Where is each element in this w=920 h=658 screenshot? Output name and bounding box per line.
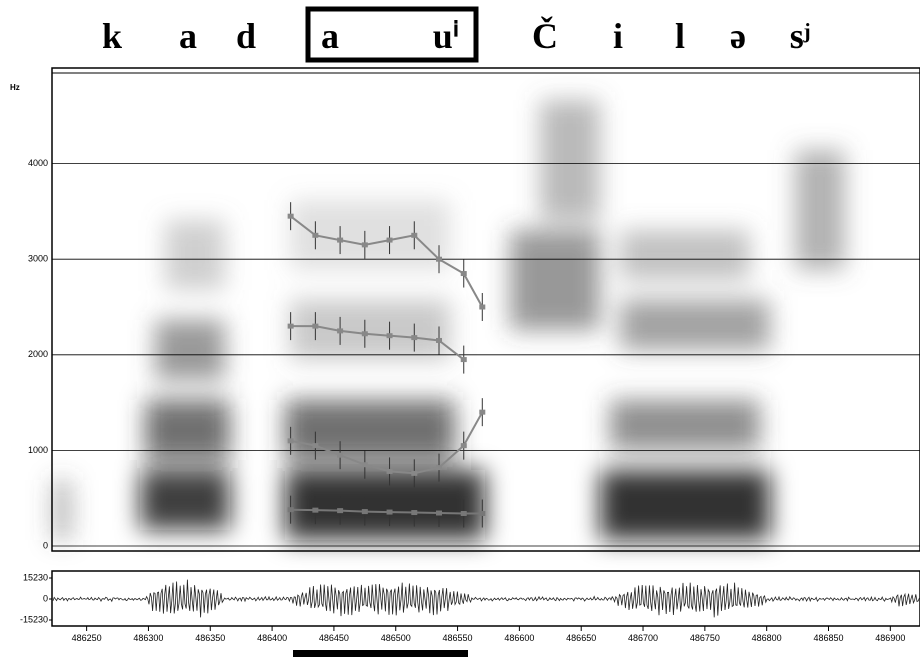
- formant-point: [411, 470, 418, 476]
- formant-point: [361, 462, 368, 468]
- y-tick-label: 3000: [28, 254, 48, 264]
- formant-point: [460, 510, 467, 516]
- waveform: [52, 579, 920, 618]
- y-tick-label: 4000: [28, 158, 48, 168]
- formant-point: [337, 237, 344, 243]
- formant-point: [436, 256, 443, 262]
- formant-point: [361, 331, 368, 337]
- formant-point: [386, 468, 393, 474]
- formant-point: [460, 443, 467, 449]
- y-tick-label: 1000: [28, 445, 48, 455]
- segment-label: i: [613, 16, 623, 56]
- x-tick-label: 486250: [72, 633, 102, 643]
- x-tick-label: 486900: [875, 633, 905, 643]
- x-tick-label: 486700: [628, 633, 658, 643]
- segment-label: d: [236, 16, 256, 56]
- formant-point: [436, 465, 443, 471]
- segment-label: sʲ: [790, 16, 811, 56]
- formant-point: [361, 242, 368, 248]
- formant-point: [337, 508, 344, 514]
- formant-point: [312, 323, 319, 329]
- segment-label: a: [179, 16, 197, 56]
- formant-point: [337, 452, 344, 458]
- segment-box: [305, 6, 479, 63]
- formant-point: [386, 333, 393, 339]
- formant-point: [386, 509, 393, 515]
- formant-point: [337, 328, 344, 334]
- y-tick-label: 2000: [28, 349, 48, 359]
- x-tick-label: 486850: [813, 633, 843, 643]
- formant-point: [479, 304, 486, 310]
- x-tick-label: 486300: [133, 633, 163, 643]
- segment-label: k: [102, 16, 122, 56]
- x-tick-label: 486350: [195, 633, 225, 643]
- formant-point: [479, 409, 486, 415]
- y2-tick-label: 0: [43, 593, 48, 603]
- y-tick-label: 0: [43, 540, 48, 550]
- y2-tick-label: -15230: [20, 614, 48, 624]
- x-tick-label: 486550: [443, 633, 473, 643]
- formant-line: [290, 325, 465, 361]
- formant-point: [312, 232, 319, 238]
- formant-point: [287, 507, 294, 513]
- formant-point: [411, 232, 418, 238]
- x-tick-label: 486800: [752, 633, 782, 643]
- segment-label: ə: [730, 16, 746, 56]
- segment-label: Č: [532, 16, 558, 56]
- formant-point: [312, 443, 319, 449]
- formant-point: [411, 335, 418, 341]
- x-tick-label: 486450: [319, 633, 349, 643]
- y2-tick-label: 15230: [23, 572, 48, 582]
- formant-point: [312, 507, 319, 513]
- formant-point: [436, 510, 443, 516]
- x-tick-label: 486750: [690, 633, 720, 643]
- formant-point: [479, 510, 486, 516]
- spectrogram-frame: [51, 67, 920, 552]
- formant-point: [460, 271, 467, 277]
- selection-bar: [293, 650, 468, 657]
- x-tick-label: 486600: [504, 633, 534, 643]
- formant-point: [436, 337, 443, 343]
- formant-point: [460, 357, 467, 363]
- segment-label: uⁱ: [433, 16, 459, 56]
- formant-point: [361, 509, 368, 515]
- formant-point: [287, 213, 294, 219]
- segment-label: a: [321, 16, 339, 56]
- formant-point: [287, 323, 294, 329]
- formant-point: [386, 237, 393, 243]
- formant-point: [287, 438, 294, 444]
- x-tick-label: 486400: [257, 633, 287, 643]
- spectrogram-energy: [52, 100, 845, 540]
- formant-point: [411, 510, 418, 516]
- segment-label: l: [675, 16, 685, 56]
- x-tick-label: 486500: [381, 633, 411, 643]
- y-axis-label: Hz: [10, 83, 20, 92]
- x-tick-label: 486650: [566, 633, 596, 643]
